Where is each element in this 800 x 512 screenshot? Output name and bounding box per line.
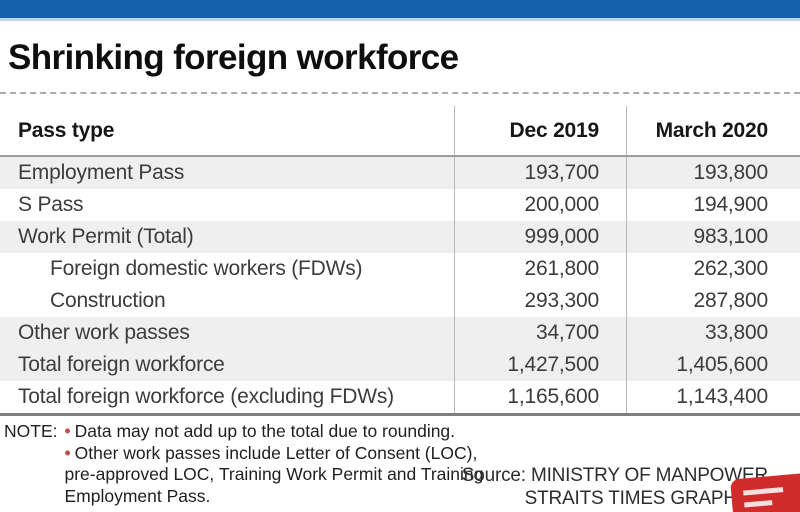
source-line: Source: MINISTRY OF MANPOWER bbox=[461, 465, 768, 486]
note-text: Other work passes include Letter of Cons… bbox=[64, 442, 484, 506]
source-line: STRAITS TIMES GRAPHICS bbox=[524, 488, 769, 509]
top-blue-bar bbox=[0, 0, 800, 21]
table-row: S Pass 200,000 194,900 bbox=[0, 189, 800, 221]
bullet-icon: • bbox=[64, 421, 71, 441]
table-row: Work Permit (Total) 999,000 983,100 bbox=[0, 221, 800, 253]
cell-dec-2019: 193,700 bbox=[455, 157, 627, 189]
cell-pass-type: Foreign domestic workers (FDWs) bbox=[0, 253, 455, 285]
note-label: NOTE: bbox=[4, 421, 58, 441]
cell-dec-2019: 293,300 bbox=[455, 285, 627, 317]
cell-march-2020: 194,900 bbox=[693, 193, 768, 216]
table-header-row: Pass type Dec 2019 March 2020 bbox=[0, 106, 800, 157]
cell-march-2020: 1,405,600 bbox=[676, 353, 768, 376]
cell-march-2020: 33,800 bbox=[704, 321, 768, 344]
cell-march-2020: 262,300 bbox=[693, 257, 768, 280]
page-title: Shrinking foreign workforce bbox=[8, 38, 459, 77]
table-row: Total foreign workforce 1,427,500 1,405,… bbox=[0, 349, 800, 381]
footnote-block: NOTE: • Data may not add up to the total … bbox=[4, 421, 486, 507]
column-header-march-2020: March 2020 bbox=[655, 118, 769, 142]
cell-dec-2019: 261,800 bbox=[455, 253, 627, 285]
cell-dec-2019: 999,000 bbox=[455, 221, 627, 253]
cell-march-2020: 287,800 bbox=[693, 289, 768, 312]
cell-pass-type: Total foreign workforce bbox=[0, 349, 455, 381]
cell-dec-2019: 34,700 bbox=[455, 317, 627, 349]
workforce-table: Pass type Dec 2019 March 2020 Employment… bbox=[0, 106, 800, 416]
cell-march-2020: 193,800 bbox=[693, 161, 768, 184]
cell-pass-type: Employment Pass bbox=[0, 157, 455, 189]
table-row: Employment Pass 193,700 193,800 bbox=[0, 157, 800, 189]
cell-dec-2019: 200,000 bbox=[455, 189, 627, 221]
cell-pass-type: Other work passes bbox=[0, 317, 455, 349]
cell-dec-2019: 1,165,600 bbox=[455, 381, 627, 413]
cell-march-2020: 1,143,400 bbox=[676, 385, 768, 408]
cell-pass-type: S Pass bbox=[0, 189, 455, 221]
st-red-logo-stamp bbox=[730, 472, 800, 512]
column-header-pass-type: Pass type bbox=[0, 106, 455, 155]
cell-march-2020: 983,100 bbox=[693, 225, 768, 248]
dashed-divider bbox=[0, 92, 800, 94]
table-row-sub: Construction 293,300 287,800 bbox=[0, 285, 800, 317]
table-body: Employment Pass 193,700 193,800 S Pass 2… bbox=[0, 157, 800, 416]
note-item: • Other work passes include Letter of Con… bbox=[64, 443, 483, 506]
bullet-icon: • bbox=[64, 442, 71, 463]
source-credit: Source: MINISTRY OF MANPOWER STRAITS TIM… bbox=[462, 464, 768, 510]
table-row: Other work passes 34,700 33,800 bbox=[0, 317, 800, 349]
cell-pass-type: Construction bbox=[0, 285, 455, 317]
cell-dec-2019: 1,427,500 bbox=[455, 349, 627, 381]
table-row-sub: Foreign domestic workers (FDWs) 261,800 … bbox=[0, 253, 800, 285]
cell-pass-type: Work Permit (Total) bbox=[0, 221, 455, 253]
table-row: Total foreign workforce (excluding FDWs)… bbox=[0, 381, 800, 413]
note-item: • Data may not add up to the total due to… bbox=[64, 421, 455, 441]
note-text: Data may not add up to the total due to … bbox=[74, 421, 456, 441]
note-items: • Data may not add up to the total due to… bbox=[64, 421, 486, 507]
cell-pass-type: Total foreign workforce (excluding FDWs) bbox=[0, 381, 455, 413]
column-header-dec-2019: Dec 2019 bbox=[455, 106, 627, 155]
